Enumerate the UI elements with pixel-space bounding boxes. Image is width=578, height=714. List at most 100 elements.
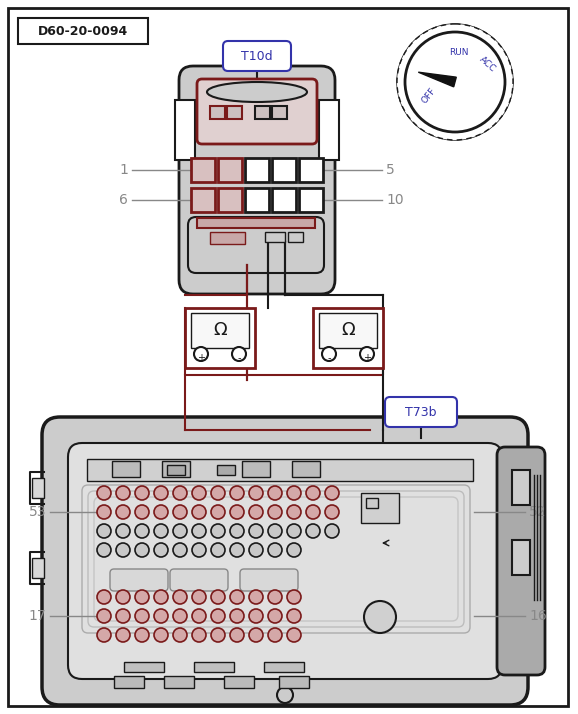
Bar [227,106,242,119]
Circle shape [230,590,244,604]
Circle shape [135,543,149,557]
Bar [245,158,269,182]
Bar [361,493,399,523]
Circle shape [97,590,111,604]
Circle shape [268,609,282,623]
Circle shape [211,486,225,500]
Circle shape [211,524,225,538]
Circle shape [211,628,225,642]
FancyBboxPatch shape [385,397,457,427]
Circle shape [268,628,282,642]
Circle shape [325,505,339,519]
Circle shape [154,590,168,604]
Circle shape [116,524,130,538]
Text: 1: 1 [119,163,128,177]
Circle shape [249,486,263,500]
Circle shape [268,486,282,500]
Circle shape [287,628,301,642]
Bar [191,313,249,348]
Bar [164,676,194,688]
Bar [210,106,225,119]
Circle shape [397,24,513,140]
Bar [319,100,339,160]
Circle shape [322,347,336,361]
Circle shape [192,486,206,500]
Bar [242,461,270,477]
FancyBboxPatch shape [197,79,317,144]
Text: +: + [197,353,205,363]
Circle shape [268,590,282,604]
Circle shape [306,505,320,519]
Circle shape [325,524,339,538]
Circle shape [268,505,282,519]
Bar [288,232,303,242]
Text: 16: 16 [529,609,547,623]
Text: 5: 5 [386,163,395,177]
Bar [512,540,530,575]
Text: ACC: ACC [477,54,497,74]
Circle shape [360,347,374,361]
Text: 53: 53 [28,505,46,519]
Bar [162,461,190,477]
Circle shape [135,524,149,538]
Circle shape [249,628,263,642]
Circle shape [249,505,263,519]
Circle shape [194,347,208,361]
Circle shape [405,32,505,132]
Text: OFF: OFF [420,86,438,106]
Bar [272,106,287,119]
Bar [167,465,185,475]
Bar [191,188,215,212]
Circle shape [154,524,168,538]
Circle shape [97,524,111,538]
Bar [292,461,320,477]
Circle shape [97,505,111,519]
Circle shape [230,505,244,519]
Circle shape [154,609,168,623]
Circle shape [97,486,111,500]
Circle shape [249,524,263,538]
Bar [194,662,234,672]
Circle shape [173,505,187,519]
Bar [512,470,530,505]
Circle shape [192,628,206,642]
Bar [255,106,270,119]
Circle shape [116,543,130,557]
Circle shape [97,543,111,557]
Circle shape [192,590,206,604]
Circle shape [268,543,282,557]
Circle shape [192,609,206,623]
Circle shape [135,486,149,500]
Circle shape [192,524,206,538]
Bar [32,558,44,578]
Circle shape [116,486,130,500]
Text: 52: 52 [529,505,547,519]
Bar [264,662,304,672]
Text: T73b: T73b [405,406,437,418]
FancyBboxPatch shape [188,217,324,273]
Bar [112,461,140,477]
FancyBboxPatch shape [223,41,291,71]
Text: T10d: T10d [241,49,273,63]
Circle shape [116,505,130,519]
Circle shape [173,590,187,604]
Circle shape [173,609,187,623]
FancyBboxPatch shape [42,417,528,705]
Circle shape [154,543,168,557]
Circle shape [154,505,168,519]
FancyBboxPatch shape [240,569,298,591]
Bar [175,100,195,160]
Circle shape [268,524,282,538]
Circle shape [211,590,225,604]
Circle shape [116,609,130,623]
Circle shape [97,609,111,623]
Circle shape [211,609,225,623]
Circle shape [232,347,246,361]
Circle shape [249,609,263,623]
Circle shape [230,486,244,500]
Circle shape [325,486,339,500]
Bar [299,188,323,212]
Circle shape [154,486,168,500]
Circle shape [135,505,149,519]
Bar [185,308,255,368]
